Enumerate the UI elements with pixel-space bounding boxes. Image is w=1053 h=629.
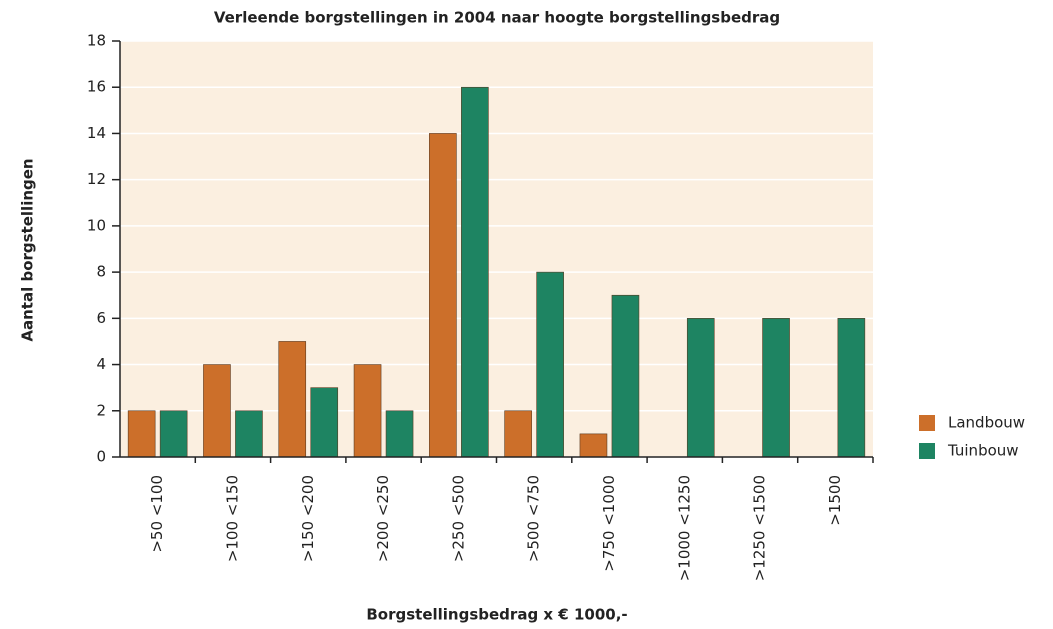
y-tick-label: 12 [87, 170, 106, 188]
bar [385, 410, 414, 458]
legend-label: Tuinbouw [947, 442, 1019, 460]
legend-swatch [919, 415, 935, 431]
bar [159, 410, 188, 458]
y-tick-label: 4 [96, 355, 106, 373]
x-tick-label: >150 <200 [299, 475, 317, 562]
y-tick-label: 2 [96, 401, 106, 419]
bar [837, 318, 866, 458]
bar [611, 294, 640, 458]
bar [504, 410, 532, 458]
x-tick-label: >500 <750 [525, 475, 543, 562]
x-axis-label: Borgstellingsbedrag x € 1000,- [366, 606, 627, 624]
bar [461, 86, 489, 458]
bar [310, 387, 339, 458]
bar [278, 341, 307, 458]
bar [353, 364, 382, 458]
x-tick-label: >750 <1000 [600, 475, 618, 572]
x-tick-label: >1000 <1250 [675, 475, 693, 581]
legend-swatch [919, 443, 935, 459]
y-tick-label: 0 [96, 448, 106, 466]
y-tick-label: 6 [96, 309, 106, 327]
bar [127, 410, 156, 458]
chart-title: Verleende borgstellingen in 2004 naar ho… [214, 9, 780, 27]
bar [579, 433, 608, 458]
y-tick-label: 8 [96, 263, 106, 281]
legend-label: Landbouw [948, 414, 1025, 432]
y-tick-label: 10 [87, 216, 106, 234]
y-axis-label: Aantal borgstellingen [19, 158, 37, 341]
x-tick-label: >200 <250 [374, 475, 392, 562]
y-tick-label: 14 [87, 124, 106, 142]
bar [762, 318, 790, 458]
x-tick-label: >50 <100 [148, 475, 166, 553]
x-tick-label: >250 <500 [449, 475, 467, 562]
y-tick-label: 18 [87, 32, 106, 50]
bar [235, 410, 263, 458]
x-tick-label: >1250 <1500 [751, 475, 769, 581]
bar [536, 271, 564, 458]
y-tick-label: 16 [87, 78, 106, 96]
x-tick-label: >1500 [826, 475, 844, 526]
bar [429, 133, 457, 458]
x-tick-label: >100 <150 [223, 475, 241, 562]
bar [203, 364, 231, 458]
plot-area [120, 41, 873, 457]
bar [686, 318, 715, 458]
